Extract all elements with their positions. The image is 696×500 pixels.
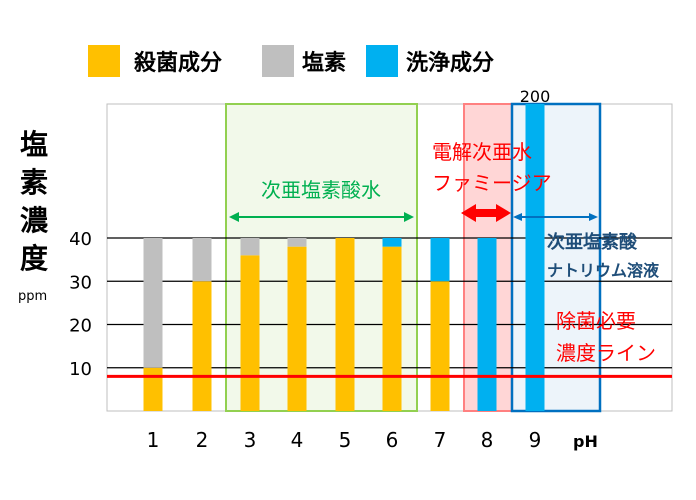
bar-sterilizing-ph-2 <box>192 281 212 411</box>
legend-label-cleaning: 洗浄成分 <box>406 50 494 76</box>
bar-chlorine-ph-1 <box>143 238 163 368</box>
x-tick-label-6: 6 <box>386 428 399 452</box>
x-tick-label-4: 4 <box>291 428 304 452</box>
region-arrow-sodium-hypochlorite <box>513 213 598 221</box>
y-axis-title: 塩 素 濃 度 <box>20 128 49 275</box>
region-arrow-famisia <box>461 204 511 222</box>
legend-swatch-cleaning <box>366 45 398 77</box>
bar-cleaning-ph-7 <box>430 238 450 282</box>
bar-sterilizing-ph-1 <box>143 367 163 411</box>
bar-sterilizing-ph-4 <box>287 246 307 411</box>
bar-cleaning-ph-6 <box>382 238 402 247</box>
overflow-label-200: 200 <box>520 87 551 106</box>
bar-chlorine-ph-4 <box>287 238 307 247</box>
x-tick-label-9: 9 <box>529 428 542 452</box>
x-tick-label-1: 1 <box>147 428 160 452</box>
legend-label-chlorine: 塩素 <box>302 50 346 76</box>
bar-chlorine-ph-2 <box>192 238 212 282</box>
x-tick-label-5: 5 <box>339 428 352 452</box>
y-axis-title-char-1: 塩 <box>20 128 48 161</box>
x-axis-label: pH <box>573 432 598 451</box>
x-tick-label-2: 2 <box>196 428 209 452</box>
bar-sterilizing-ph-6 <box>382 246 402 411</box>
region-label-hypochlorous-water: 次亜塩素酸水 <box>261 178 381 202</box>
bar-cleaning-ph-9 <box>525 104 545 411</box>
region-label-sodium-hypochlorite-line-1: 次亜塩素酸 <box>547 231 638 253</box>
x-tick-label-3: 3 <box>244 428 257 452</box>
bar-sterilizing-ph-5 <box>335 238 355 411</box>
y-tick-label-20: 20 <box>69 316 92 337</box>
y-axis-title-char-3: 濃 <box>20 204 49 237</box>
bar-sterilizing-ph-3 <box>240 255 260 411</box>
threshold-label-line-1: 除菌必要 <box>556 309 636 333</box>
bar-chlorine-ph-3 <box>240 238 260 256</box>
region-label-sodium-hypochlorite-line-2: ナトリウム溶液 <box>547 261 660 280</box>
y-tick-label-10: 10 <box>69 359 92 380</box>
bar-sterilizing-ph-7 <box>430 281 450 411</box>
x-ticks: 1 2 3 4 5 6 7 8 9 <box>147 428 542 452</box>
legend-swatch-chlorine <box>262 45 294 77</box>
threshold-label-line-2: 濃度ライン <box>556 341 656 365</box>
x-tick-label-8: 8 <box>481 428 494 452</box>
x-tick-label-7: 7 <box>434 428 447 452</box>
region-arrow-hypochlorous-water <box>229 212 414 222</box>
y-ticks: 10 20 30 40 <box>69 229 92 380</box>
y-axis-title-char-2: 素 <box>20 166 48 199</box>
legend-swatch-sterilizing <box>88 45 120 77</box>
y-tick-label-30: 30 <box>69 272 92 293</box>
legend-label-sterilizing: 殺菌成分 <box>134 50 222 76</box>
y-axis-unit: ppm <box>18 289 47 304</box>
bar-cleaning-ph-8 <box>477 238 497 411</box>
legend: 殺菌成分 塩素 洗浄成分 <box>88 45 494 77</box>
region-label-famisia-line-2: ファミージア <box>432 171 552 195</box>
y-axis-title-char-4: 度 <box>20 242 48 275</box>
y-tick-label-40: 40 <box>69 229 92 250</box>
bars <box>143 104 545 411</box>
region-label-famisia-line-1: 電解次亜水 <box>432 140 532 164</box>
